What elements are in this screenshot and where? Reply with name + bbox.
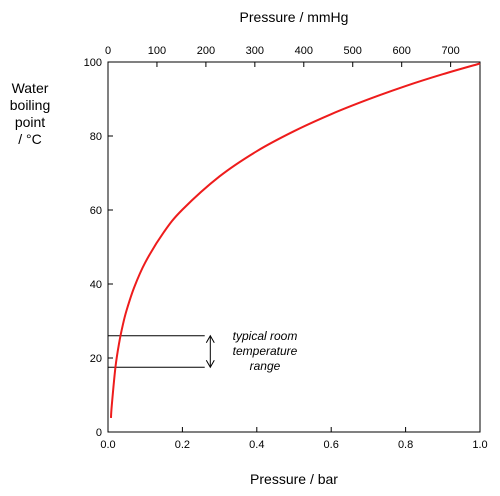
arrow-head-down <box>205 360 215 369</box>
y-tick-label: 20 <box>90 353 102 365</box>
x2-tick-label: 200 <box>197 45 215 57</box>
reference-lines <box>108 335 205 368</box>
y-axis: 0 20 40 60 80 100 <box>84 57 113 439</box>
annotation-line-1: typical room <box>233 329 298 343</box>
x2-tick-label: 500 <box>344 45 362 57</box>
x2-tick-label: 100 <box>148 45 166 57</box>
y-axis-title-line-4: / °C <box>18 131 42 147</box>
x2-tick-label: 700 <box>441 45 459 57</box>
x-tick-label: 0.0 <box>100 439 115 451</box>
x-tick-label: 0.4 <box>249 439 264 451</box>
y-axis-title-line-3: point <box>15 114 45 130</box>
y-tick-label: 0 <box>96 427 102 439</box>
x-tick-label: 0.8 <box>398 439 413 451</box>
range-arrow <box>205 334 215 369</box>
series-line-boiling-point <box>109 62 481 419</box>
x-tick-label: 0.2 <box>175 439 190 451</box>
x-tick-label: 1.0 <box>472 439 487 451</box>
y-tick-label: 60 <box>90 205 102 217</box>
x2-tick-label: 0 <box>105 45 111 57</box>
y-tick-label: 80 <box>90 131 102 143</box>
x-axis-top: 0 100 200 300 400 500 600 700 <box>105 45 460 67</box>
x2-tick-label: 600 <box>393 45 411 57</box>
annotation-line-3: range <box>250 359 281 373</box>
y-tick-label: 100 <box>84 57 102 69</box>
arrow-head-up <box>205 334 215 344</box>
x2-axis-title: Pressure / mmHg <box>240 9 349 25</box>
y-tick-label: 40 <box>90 279 102 291</box>
annotation-line-2: temperature <box>233 344 298 358</box>
x2-tick-label: 400 <box>295 45 313 57</box>
y-axis-title-line-2: boiling <box>10 97 50 113</box>
plot-frame <box>107 61 481 433</box>
x2-tick-label: 300 <box>246 45 264 57</box>
y-axis-title-line-1: Water <box>12 80 49 96</box>
x-axis-bottom: 0.0 0.2 0.4 0.6 0.8 1.0 <box>100 427 488 451</box>
x-axis-title: Pressure / bar <box>250 471 338 487</box>
x-tick-label: 0.6 <box>324 439 339 451</box>
